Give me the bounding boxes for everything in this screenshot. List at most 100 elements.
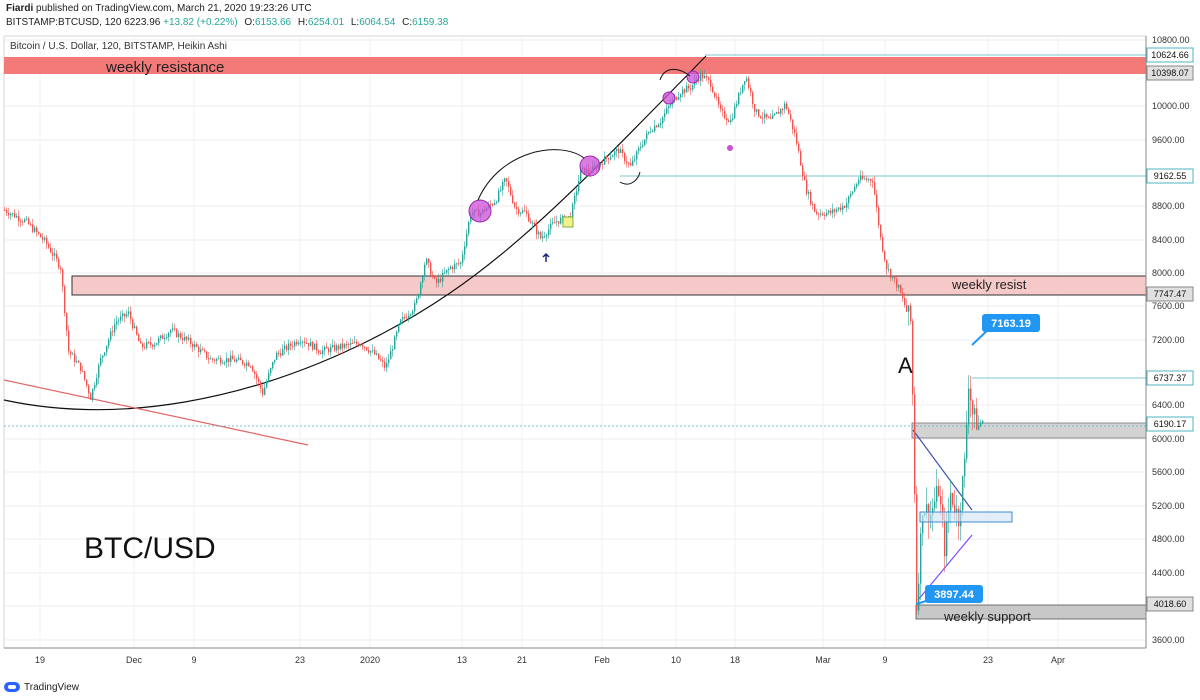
candle-body	[714, 92, 716, 97]
y-tick-label: 7200.00	[1152, 335, 1185, 345]
candle-body	[968, 388, 970, 425]
candle-body	[818, 213, 820, 215]
candle-body	[680, 94, 682, 98]
candle-body	[956, 508, 958, 514]
candle-body	[532, 222, 534, 224]
callout-badge	[982, 314, 1040, 332]
high-value: 6254.01	[307, 17, 345, 28]
candle-body	[536, 225, 538, 235]
candle-body	[270, 368, 272, 374]
price-label: 6190.17	[1154, 419, 1187, 429]
x-tick-label: 10	[671, 655, 681, 665]
price-label-box	[1146, 416, 1194, 432]
candle-body	[364, 346, 366, 348]
candle-body	[676, 96, 678, 100]
candle-body	[116, 321, 118, 325]
candle-body	[550, 223, 552, 230]
gray-zone	[911, 422, 1147, 439]
candle-body	[514, 202, 516, 207]
candle-body	[632, 160, 634, 166]
candle-body	[660, 123, 662, 125]
candle-body	[162, 335, 164, 339]
candle-body	[192, 343, 194, 348]
candle-body	[158, 338, 160, 344]
candle-body	[78, 361, 80, 363]
candle-body	[320, 352, 322, 355]
candle-body	[880, 225, 882, 238]
up-arrow	[542, 252, 550, 262]
candle-body	[542, 236, 544, 239]
candle-body	[458, 263, 460, 265]
candle-body	[120, 316, 122, 321]
candle-body	[638, 148, 640, 152]
candle-body	[874, 182, 876, 195]
candle-body	[510, 186, 512, 196]
candle-body	[608, 158, 610, 160]
candle-body	[108, 339, 110, 346]
candle-body	[316, 343, 318, 351]
candle-body	[826, 212, 828, 216]
candle-body	[422, 276, 424, 283]
candle-body	[884, 250, 886, 261]
candle-body	[560, 217, 562, 224]
author-name[interactable]: Fiardi	[6, 3, 34, 14]
candle-body	[490, 204, 492, 206]
candle-body	[294, 341, 296, 347]
candle-body	[830, 210, 832, 214]
price-label-box	[1146, 370, 1194, 386]
candle-body	[148, 342, 150, 344]
price-callouts: 7163.19 3897.44	[915, 314, 1040, 605]
candle-body	[24, 219, 26, 222]
candle-body	[626, 161, 628, 164]
candle-body	[412, 311, 414, 315]
candle-body	[84, 371, 86, 380]
candle-body	[538, 232, 540, 235]
candle-body	[368, 350, 370, 353]
candle-body	[182, 338, 184, 341]
candle-body	[232, 355, 234, 360]
candle-body	[44, 237, 46, 240]
candle-body	[524, 210, 526, 212]
candle-body	[204, 349, 206, 352]
candle-body	[914, 394, 916, 495]
candle-body	[374, 350, 376, 355]
candle-body	[840, 207, 842, 210]
candle-body	[10, 213, 12, 216]
y-axis[interactable]: 3600.004000.004400.004800.005200.005600.…	[1152, 35, 1190, 645]
candle-body	[526, 211, 528, 214]
candle-body	[118, 320, 120, 322]
candle-body	[740, 92, 742, 94]
candle-body	[846, 203, 848, 208]
publish-text: published on TradingView.com, March 21, …	[36, 3, 312, 14]
candle-body	[910, 305, 912, 321]
x-tick-label: Dec	[126, 655, 143, 665]
candle-body	[844, 206, 846, 208]
x-axis[interactable]: 19 Dec 9 23 2020 13 21 Feb 10 18 Mar 9 23 Apr	[35, 655, 1065, 665]
candle-body	[856, 184, 858, 187]
candle-body	[336, 345, 338, 351]
candle-body	[710, 79, 712, 87]
chart-title: Bitcoin / U.S. Dollar, 120, BITSTAMP, He…	[10, 41, 227, 52]
footer-brand[interactable]: TradingView	[4, 678, 79, 696]
grid	[4, 36, 1146, 648]
candle-body	[154, 344, 156, 347]
highlight-dot	[727, 145, 733, 151]
candle-body	[466, 233, 468, 247]
candle-body	[144, 347, 146, 349]
candle-body	[580, 168, 582, 181]
candle-body	[448, 268, 450, 270]
candle-body	[128, 311, 130, 315]
candle-body	[622, 149, 624, 153]
candle-body	[436, 278, 438, 283]
candle-body	[180, 333, 182, 339]
candle-body	[60, 267, 62, 270]
candle-body	[220, 358, 222, 364]
candle-body	[76, 361, 78, 363]
candle-body	[918, 583, 920, 611]
candle-body	[720, 104, 722, 110]
candle-body	[354, 341, 356, 343]
candle-body	[838, 207, 840, 210]
candle-body	[372, 350, 374, 352]
candle-body	[892, 277, 894, 279]
